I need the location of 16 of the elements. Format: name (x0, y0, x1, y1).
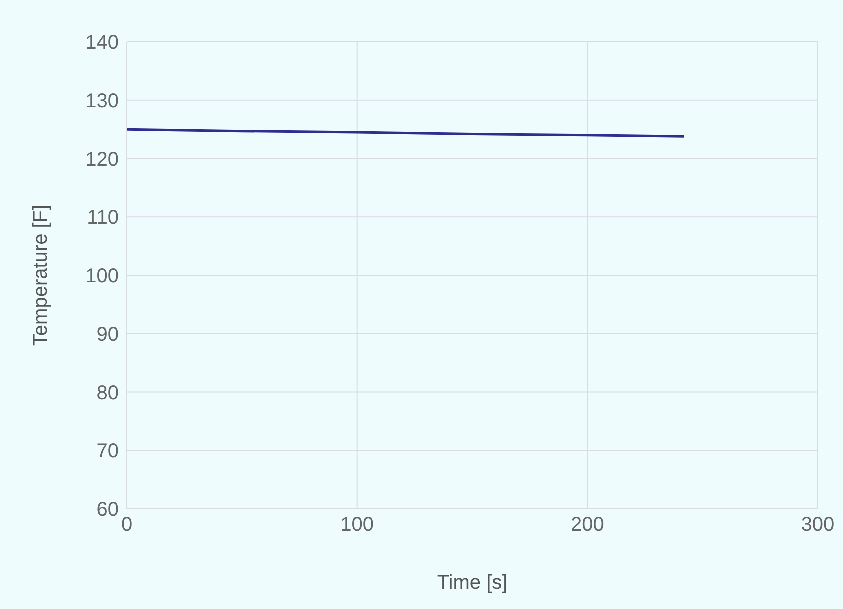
y-tick-label: 120 (86, 148, 119, 171)
x-tick-label: 0 (121, 514, 133, 536)
y-axis-title: Temperature [F] (30, 204, 52, 346)
x-tick-label: 100 (340, 514, 374, 536)
y-tick-label: 130 (86, 90, 119, 112)
y-tick-label: 110 (87, 207, 119, 230)
x-tick-label: 200 (570, 514, 604, 536)
y-tick-label: 80 (96, 382, 119, 404)
y-tick-label: 140 (86, 32, 119, 54)
y-tick-label: 100 (86, 266, 119, 288)
line-series (127, 128, 686, 138)
y-tick-label: 70 (96, 440, 119, 463)
x-tick-label: 300 (801, 514, 835, 536)
y-tick-label: 60 (96, 499, 119, 522)
y-tick-label: 90 (96, 324, 119, 346)
x-axis-title: Time [s] (437, 572, 508, 594)
